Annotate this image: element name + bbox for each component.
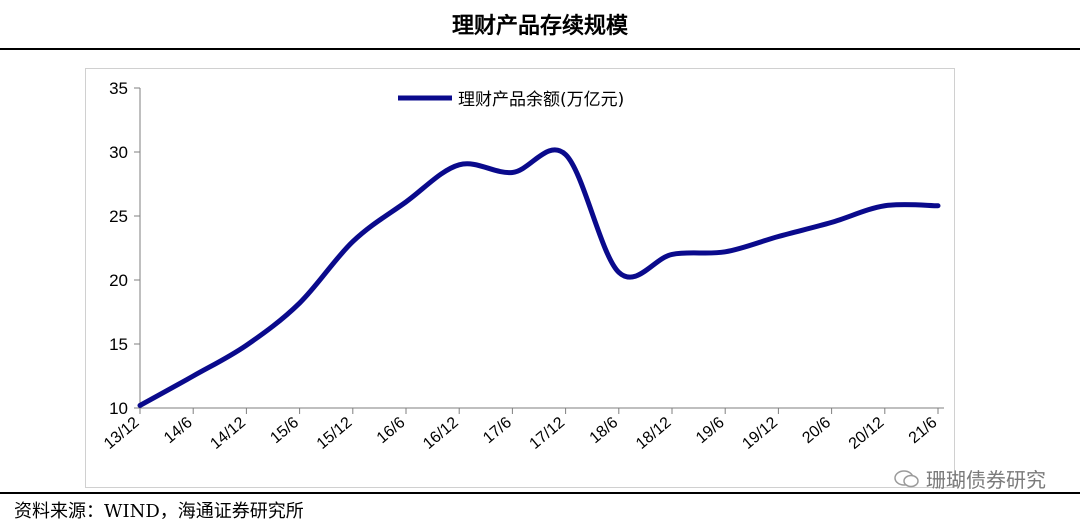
x-tick-label: 16/6	[374, 414, 409, 447]
x-tick-label: 20/6	[799, 414, 834, 447]
y-tick-label: 15	[109, 335, 128, 354]
x-tick-label: 19/6	[693, 414, 728, 447]
x-axis-ticks: 13/12 14/6 14/12 15/6 15/12 16/6 16/12 17/6 17/1…	[101, 408, 941, 453]
x-tick-label: 17/6	[480, 414, 515, 447]
y-axis-ticks: 10 15 20 25 30 35	[109, 79, 140, 418]
series-line	[137, 147, 941, 408]
watermark: 珊瑚债券研究	[894, 464, 1046, 493]
plot-frame	[85, 68, 955, 488]
x-tick-label: 14/12	[207, 414, 249, 453]
wechat-icon	[894, 469, 919, 487]
x-tick-label: 21/6	[906, 414, 941, 447]
y-tick-label: 30	[109, 143, 128, 162]
x-tick-label: 15/12	[314, 414, 356, 453]
legend-label: 理财产品余额(万亿元)	[458, 90, 624, 110]
x-tick-label: 18/6	[587, 414, 622, 447]
y-tick-label: 35	[109, 79, 128, 98]
y-tick-label: 20	[109, 271, 128, 290]
top-divider	[0, 48, 1080, 50]
x-tick-label: 15/6	[267, 414, 302, 447]
watermark-text: 珊瑚债券研究	[926, 468, 1046, 492]
series-layer	[137, 147, 941, 408]
x-tick-label: 20/12	[846, 414, 888, 453]
source-note: 资料来源：WIND，海通证券研究所	[14, 501, 304, 522]
axes	[139, 88, 944, 409]
line-chart: 10 15 20 25 30 35 13/12 14/6 14/12 15/6 15/12 16/6…	[101, 79, 944, 453]
x-tick-label: 18/12	[633, 414, 675, 453]
x-tick-label: 19/12	[739, 414, 781, 453]
x-tick-label: 16/12	[420, 414, 462, 453]
x-tick-label: 14/6	[161, 414, 196, 447]
y-tick-label: 25	[109, 207, 128, 226]
legend: 理财产品余额(万亿元)	[398, 90, 624, 110]
y-tick-label: 10	[109, 399, 128, 418]
x-tick-label: 13/12	[101, 414, 143, 453]
x-tick-label: 17/12	[527, 414, 569, 453]
bottom-divider	[0, 492, 1080, 494]
chart-title: 理财产品存续规模	[451, 13, 628, 39]
